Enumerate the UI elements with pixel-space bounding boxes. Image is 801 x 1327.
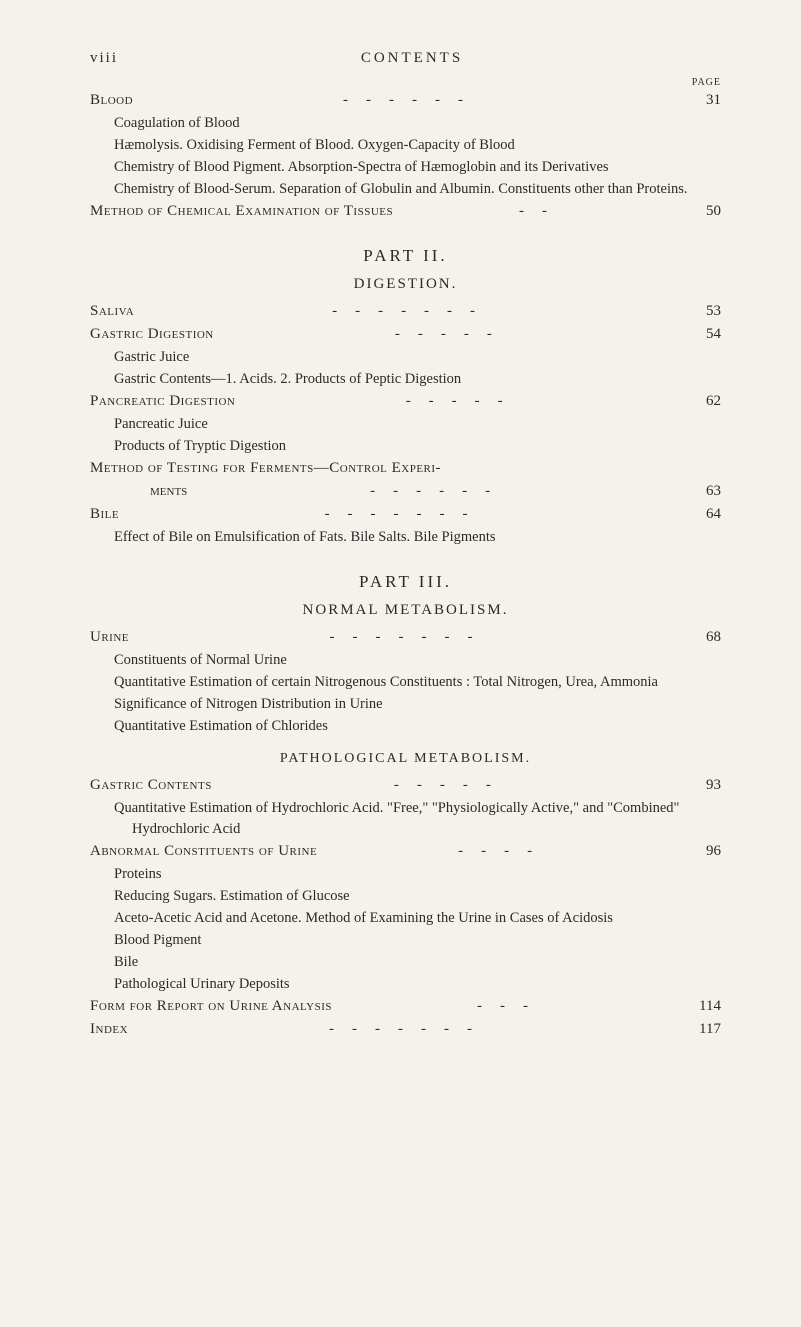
- toc-subentry: Hæmolysis. Oxidising Ferment of Blood. O…: [90, 135, 721, 156]
- page-number: 96: [691, 841, 721, 862]
- page-number: 53: [691, 301, 721, 322]
- entry-title: Saliva: [90, 301, 134, 322]
- entry-continuation: ments: [150, 481, 187, 502]
- page-number: 50: [691, 201, 721, 222]
- toc-subentry: Aceto-Acetic Acid and Acetone. Method of…: [90, 908, 721, 929]
- dash-leader: ----: [317, 841, 691, 862]
- entry-title: Index: [90, 1019, 128, 1040]
- toc-entry: Method of Testing for Ferments—Control E…: [90, 458, 721, 479]
- dash-leader: -------: [128, 1019, 691, 1040]
- toc-entry-continuation: ments------63: [90, 481, 721, 502]
- dash-leader: -----: [214, 324, 691, 345]
- toc-entry: Bile-------64: [90, 504, 721, 525]
- entry-title: Bile: [90, 504, 119, 525]
- dash-leader: -----: [235, 391, 691, 412]
- page-number: 63: [691, 481, 721, 502]
- header-title: CONTENTS: [361, 50, 463, 67]
- page-number: 114: [691, 996, 721, 1017]
- toc-subentry: Quantitative Estimation of certain Nitro…: [90, 672, 721, 693]
- entry-title: Pancreatic Digestion: [90, 391, 235, 412]
- entry-title: Blood: [90, 90, 133, 111]
- toc-entry: Blood------31: [90, 90, 721, 111]
- toc-subentry: Proteins: [90, 864, 721, 885]
- roman-numeral: viii: [90, 50, 118, 67]
- page-label: PAGE: [90, 77, 721, 88]
- toc-subentry: Gastric Contents—1. Acids. 2. Products o…: [90, 369, 721, 390]
- entry-title: Urine: [90, 627, 129, 648]
- toc-entry: Saliva-------53: [90, 301, 721, 322]
- page-number: 68: [691, 627, 721, 648]
- page-number: 64: [691, 504, 721, 525]
- dash-leader: --: [393, 201, 691, 222]
- dash-leader: -------: [129, 627, 691, 648]
- toc-entry: Method of Chemical Examination of Tissue…: [90, 201, 721, 222]
- section-subtitle: PATHOLOGICAL METABOLISM.: [90, 751, 721, 767]
- section-title: NORMAL METABOLISM.: [90, 602, 721, 619]
- page-header: viii CONTENTS: [90, 50, 721, 67]
- page-number: 31: [691, 90, 721, 111]
- toc-subentry: Chemistry of Blood-Serum. Separation of …: [90, 179, 721, 200]
- toc-subentry: Quantitative Estimation of Hydrochloric …: [90, 798, 721, 840]
- part-title: PART II.: [90, 246, 721, 266]
- section-title: DIGESTION.: [90, 276, 721, 293]
- toc-subentry: Blood Pigment: [90, 930, 721, 951]
- entry-title: Method of Testing for Ferments—Control E…: [90, 458, 441, 479]
- header-spacer: [706, 50, 721, 67]
- page-number: 117: [691, 1019, 721, 1040]
- dash-leader: -------: [119, 504, 691, 525]
- contents-body: Blood------31Coagulation of BloodHæmolys…: [90, 90, 721, 1040]
- toc-subentry: Chemistry of Blood Pigment. Absorption-S…: [90, 157, 721, 178]
- toc-entry: Gastric Contents-----93: [90, 775, 721, 796]
- part-title: PART III.: [90, 572, 721, 592]
- toc-subentry: Bile: [90, 952, 721, 973]
- page-number: 54: [691, 324, 721, 345]
- toc-entry: Form for Report on Urine Analysis---114: [90, 996, 721, 1017]
- toc-subentry: Gastric Juice: [90, 347, 721, 368]
- dash-leader: ---: [332, 996, 691, 1017]
- dash-leader: ------: [133, 90, 691, 111]
- toc-subentry: Significance of Nitrogen Distribution in…: [90, 694, 721, 715]
- toc-subentry: Quantitative Estimation of Chlorides: [90, 716, 721, 737]
- dash-leader: -----: [212, 775, 691, 796]
- toc-subentry: Effect of Bile on Emulsification of Fats…: [90, 527, 721, 548]
- toc-subentry: Coagulation of Blood: [90, 113, 721, 134]
- entry-title: Method of Chemical Examination of Tissue…: [90, 201, 393, 222]
- toc-entry: Pancreatic Digestion-----62: [90, 391, 721, 412]
- toc-entry: Index-------117: [90, 1019, 721, 1040]
- toc-subentry: Pancreatic Juice: [90, 414, 721, 435]
- page-number: 93: [691, 775, 721, 796]
- toc-entry: Urine-------68: [90, 627, 721, 648]
- entry-title: Form for Report on Urine Analysis: [90, 996, 332, 1017]
- toc-entry: Abnormal Constituents of Urine----96: [90, 841, 721, 862]
- toc-subentry: Constituents of Normal Urine: [90, 650, 721, 671]
- dash-leader: -------: [134, 301, 691, 322]
- dash-leader: ------: [187, 481, 691, 502]
- entry-title: Gastric Digestion: [90, 324, 214, 345]
- entry-title: Gastric Contents: [90, 775, 212, 796]
- toc-subentry: Pathological Urinary Deposits: [90, 974, 721, 995]
- toc-subentry: Reducing Sugars. Estimation of Glucose: [90, 886, 721, 907]
- page-number: 62: [691, 391, 721, 412]
- entry-title: Abnormal Constituents of Urine: [90, 841, 317, 862]
- toc-subentry: Products of Tryptic Digestion: [90, 436, 721, 457]
- toc-entry: Gastric Digestion-----54: [90, 324, 721, 345]
